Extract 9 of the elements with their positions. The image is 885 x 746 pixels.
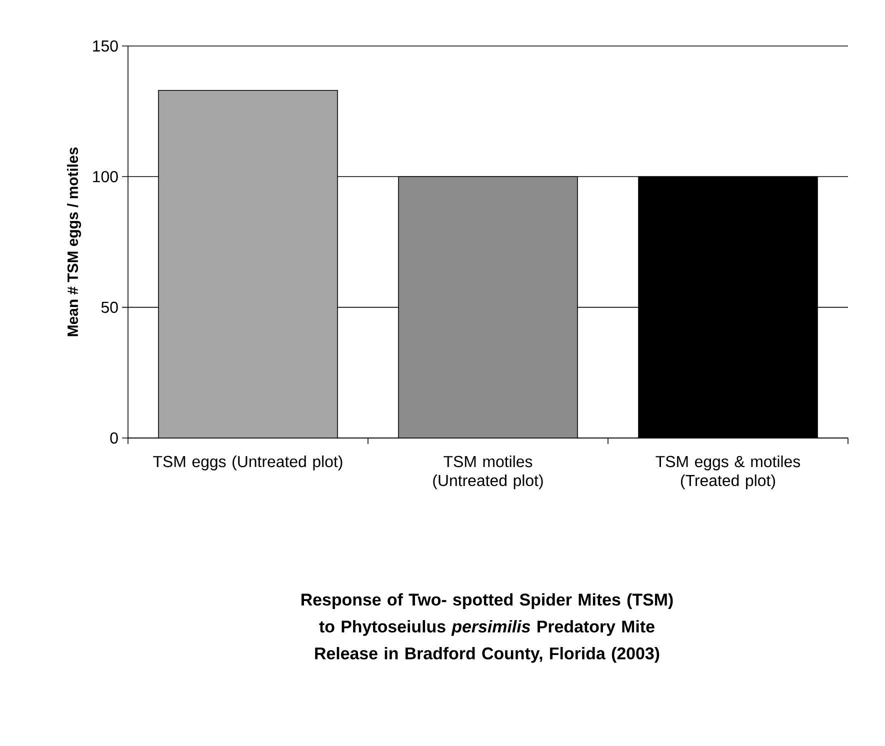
y-axis-title: Mean # TSM eggs / motiles	[67, 148, 82, 336]
x-tick-label: TSM motiles (Untreated plot)	[433, 456, 543, 490]
x-tick-label: TSM eggs & motiles (Treated plot)	[656, 456, 800, 490]
y-tick-label: 150	[93, 40, 118, 52]
y-tick-label: 100	[93, 171, 118, 182]
y-tick-label: 0	[110, 432, 118, 444]
x-tick-label: TSM eggs (Untreated plot)	[153, 456, 342, 470]
y-tick-label: 50	[101, 302, 118, 313]
text: Response of Two- spotted Spider Mites (TSM) to Phytoseiulus persimilis Predatory Mite Release in Bradford County, Florida (2003)	[302, 593, 673, 663]
